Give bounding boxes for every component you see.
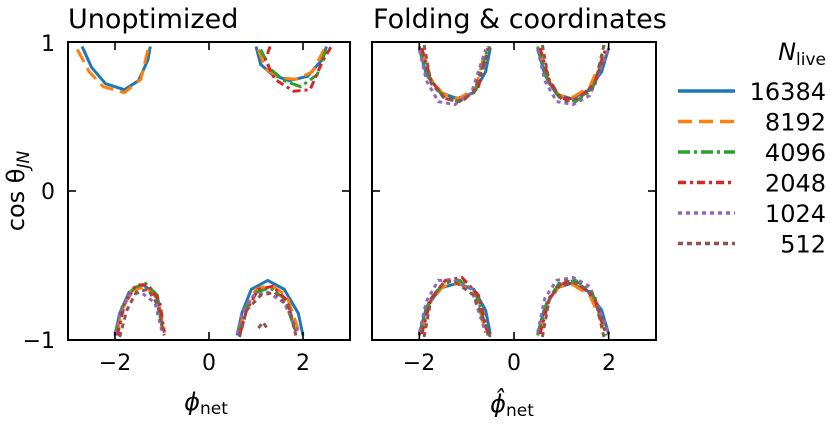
legend-label-2048: 2048: [765, 170, 826, 198]
left-plot-curves: [76, 45, 333, 338]
left-axis-ticks: [68, 41, 350, 341]
x-tick-label-right-1: −2: [403, 351, 435, 376]
series-4096-curve-p0-2: [235, 286, 298, 335]
x-tick-label-left-1: −2: [99, 351, 131, 376]
series-2048-curve-p1-0: [420, 47, 490, 104]
y-axis-label: cos θJN: [2, 151, 34, 232]
series-1024-curve-p1-3: [536, 275, 611, 334]
y-tick-label-top: 1: [41, 32, 55, 57]
series-512-curve-p0-0: [118, 287, 166, 338]
y-tick-label-bottom: −1: [23, 329, 55, 354]
right-plot-curves: [417, 44, 611, 338]
y-tick-label-mid: 0: [41, 180, 55, 205]
series-512-curve-p0-1: [238, 290, 298, 338]
series-512-curve-p1-3: [540, 278, 606, 338]
series-2048-curve-p0-0: [263, 45, 333, 93]
series-2048-curve-p1-1: [538, 47, 608, 101]
right-plot-frame: [371, 41, 657, 341]
series-8192-curve-p0-1: [256, 48, 326, 81]
legend-label-8192: 8192: [765, 109, 826, 137]
legend-label-4096: 4096: [765, 139, 826, 167]
x-axis-label-right: ϕ̂net: [490, 388, 534, 421]
panel-title-right: Folding & coordinates: [373, 4, 667, 35]
x-tick-label-left-3: 2: [296, 351, 310, 376]
series-8192-curve-p0-3: [238, 283, 300, 333]
x-tick-label-right-3: 2: [602, 351, 616, 376]
panel-title-left: Unoptimized: [68, 4, 238, 35]
legend-label-512: 512: [780, 231, 826, 259]
series-1024-curve-p1-1: [536, 48, 611, 107]
series-1024-curve-p1-0: [417, 49, 488, 107]
series-16384-curve-p0-0: [80, 45, 152, 92]
series-16384-curve-p0-3: [235, 278, 305, 336]
series-8192-curve-p0-2: [115, 284, 166, 333]
series-512-curve-p1-1: [540, 44, 606, 104]
series-8192-curve-p0-0: [76, 48, 150, 95]
legend-title: Nlive: [778, 38, 826, 70]
series-2048-curve-p1-2: [420, 275, 490, 335]
series-512-curve-p1-2: [422, 278, 492, 338]
legend-label-16384: 16384: [750, 78, 826, 106]
series-512-curve-p1-0: [422, 44, 492, 104]
series-512-curve-p0-2: [257, 319, 270, 331]
right-axis-ticks: [372, 41, 656, 341]
x-tick-label-right-2: 0: [507, 351, 521, 376]
series-1024-curve-p0-0: [113, 290, 164, 335]
series-2048-curve-p1-3: [538, 281, 608, 335]
legend-label-1024: 1024: [765, 200, 826, 228]
x-axis-label-left: ϕnet: [184, 388, 228, 419]
x-tick-label-left-2: 0: [202, 351, 216, 376]
